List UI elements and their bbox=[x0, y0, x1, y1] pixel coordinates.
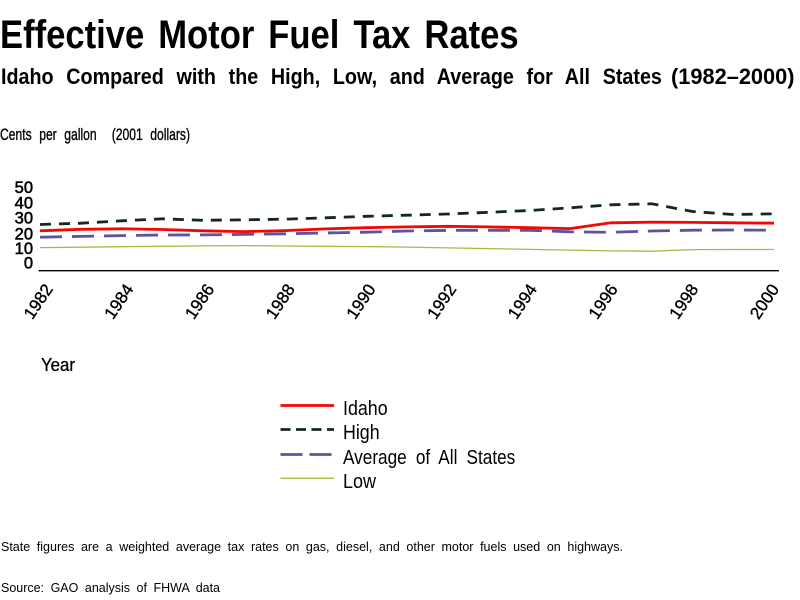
svg-text:1994: 1994 bbox=[504, 281, 541, 323]
svg-text:1986: 1986 bbox=[181, 281, 218, 323]
svg-text:1988: 1988 bbox=[262, 281, 299, 323]
svg-text:1992: 1992 bbox=[423, 281, 460, 323]
svg-text:1990: 1990 bbox=[343, 281, 380, 323]
svg-text:0: 0 bbox=[24, 254, 33, 272]
svg-text:1998: 1998 bbox=[666, 281, 703, 323]
svg-text:1996: 1996 bbox=[585, 281, 622, 323]
svg-text:2000: 2000 bbox=[746, 281, 783, 323]
svg-text:10: 10 bbox=[15, 240, 33, 258]
svg-text:40: 40 bbox=[15, 195, 33, 213]
svg-text:50: 50 bbox=[15, 179, 33, 197]
svg-text:1984: 1984 bbox=[101, 281, 138, 323]
svg-text:30: 30 bbox=[15, 209, 33, 227]
svg-text:1982: 1982 bbox=[20, 281, 57, 323]
svg-text:20: 20 bbox=[15, 226, 33, 244]
